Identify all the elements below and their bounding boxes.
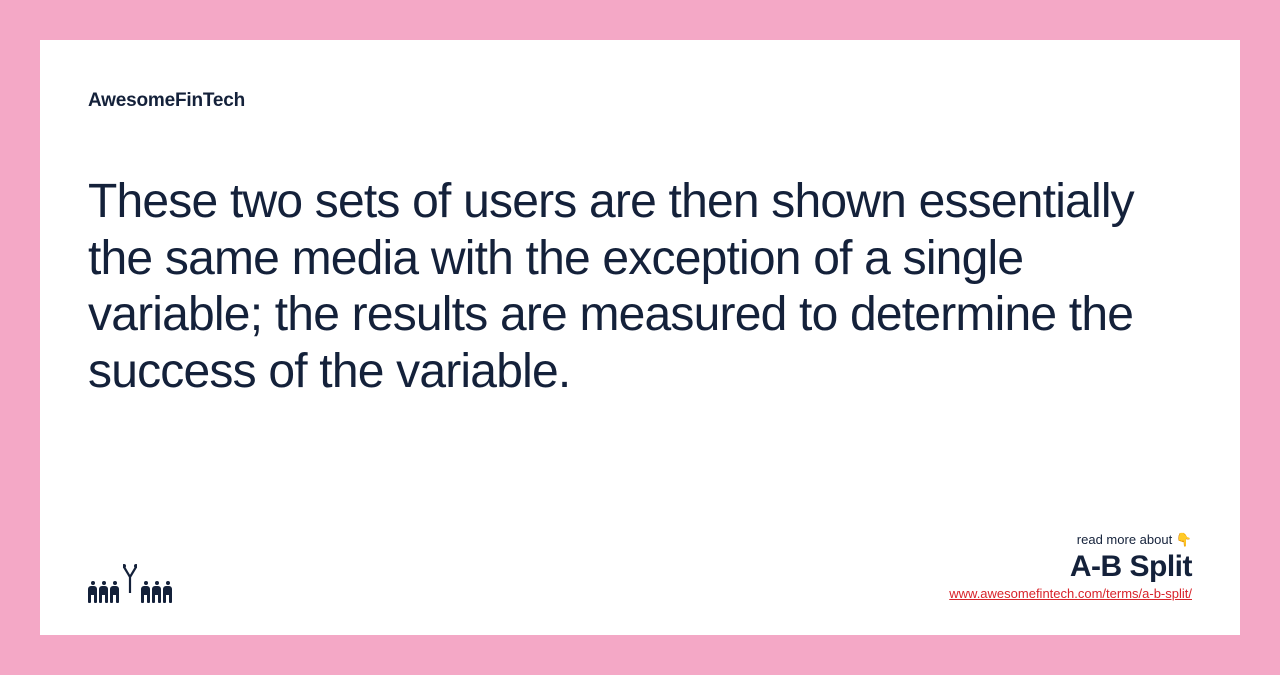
group-a-icon bbox=[88, 581, 119, 603]
term-url-link[interactable]: www.awesomefintech.com/terms/a-b-split/ bbox=[949, 586, 1192, 601]
term-title: A-B Split bbox=[949, 550, 1192, 584]
card-footer: read more about 👇 A-B Split www.awesomef… bbox=[88, 532, 1192, 603]
brand-logo: AwesomeFinTech bbox=[88, 90, 1192, 112]
info-card: AwesomeFinTech These two sets of users a… bbox=[40, 40, 1240, 635]
cta-block: read more about 👇 A-B Split www.awesomef… bbox=[949, 532, 1192, 603]
readmore-label: read more about 👇 bbox=[949, 532, 1192, 548]
point-down-icon: 👇 bbox=[1176, 532, 1192, 547]
ab-split-icon bbox=[88, 563, 172, 603]
fork-icon bbox=[123, 563, 137, 593]
group-b-icon bbox=[141, 581, 172, 603]
definition-text: These two sets of users are then shown e… bbox=[88, 174, 1168, 401]
